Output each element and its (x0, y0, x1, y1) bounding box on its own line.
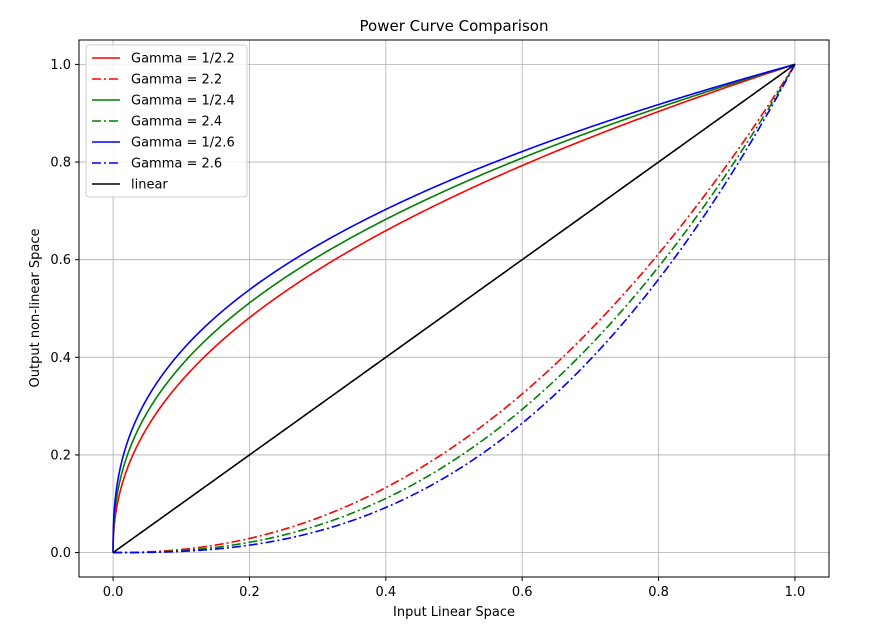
x-tick-label: 1.0 (785, 585, 806, 600)
series-line-3 (112, 63, 796, 553)
x-axis-label: Input Linear Space (393, 605, 515, 620)
legend-label-3: Gamma = 1/2.4 (131, 94, 235, 109)
series-line-6 (112, 64, 796, 554)
series-line-1 (112, 63, 796, 553)
y-tick-label: 1.0 (50, 58, 71, 73)
legend-label-6: Gamma = 2.6 (131, 157, 222, 172)
legend-label-2: Gamma = 2.2 (131, 73, 222, 88)
series-line-7 (112, 63, 796, 554)
y-tick-label: 0.0 (50, 546, 71, 561)
x-tick-label: 0.4 (375, 585, 396, 600)
y-tick-label: 0.8 (50, 156, 71, 171)
axes-frame (78, 39, 830, 578)
axis-ticks: 0.0 0.2 0.4 0.6 0.8 1.0 0.0 0.2 0.4 0.6 0.8 1.0 (50, 58, 805, 600)
x-tick-label: 0.8 (648, 585, 669, 600)
legend-label-1: Gamma = 1/2.2 (131, 52, 235, 67)
legend-box (85, 44, 248, 198)
y-tick-label: 0.2 (50, 448, 71, 463)
legend-label-5: Gamma = 1/2.6 (131, 136, 235, 151)
legend: Gamma = 1/2.2 Gamma = 2.2 Gamma = 1/2.4 Gam… (85, 44, 248, 198)
legend-label-7: linear (131, 178, 168, 193)
series-line-5 (112, 63, 796, 553)
y-tick-label: 0.6 (50, 253, 71, 268)
y-tick-label: 0.4 (50, 351, 71, 366)
chart-title: Power Curve Comparison (360, 17, 549, 35)
y-axis-label: Output non-linear Space (28, 229, 43, 388)
x-tick-label: 0.2 (239, 585, 260, 600)
x-tick-label: 0.0 (103, 585, 124, 600)
series-lines (112, 63, 796, 554)
x-tick-label: 0.6 (512, 585, 533, 600)
legend-label-4: Gamma = 2.4 (131, 115, 222, 130)
